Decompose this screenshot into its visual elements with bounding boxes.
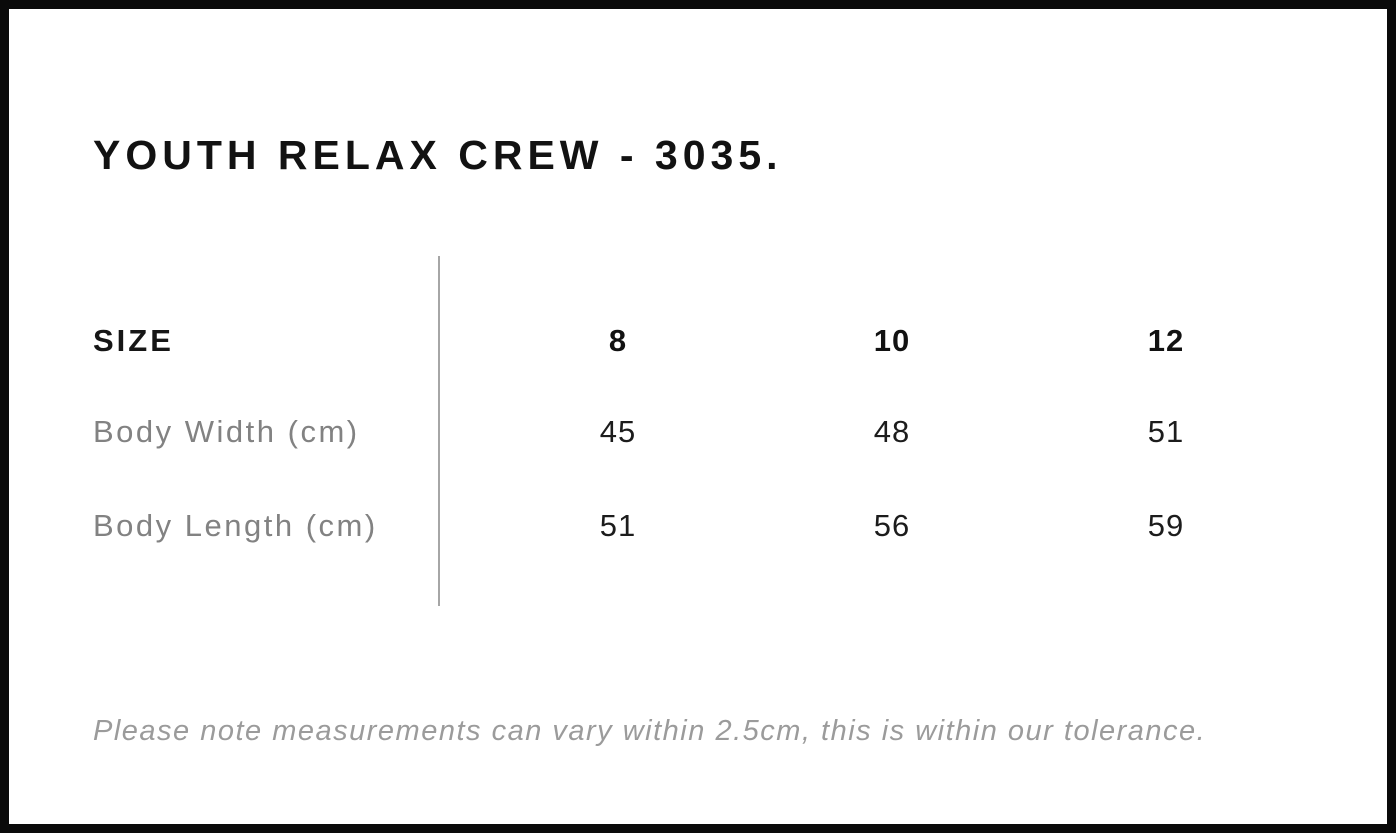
size-column-header-12: 12 [1147, 323, 1185, 358]
body-width-size-10-value: 48 [873, 414, 911, 449]
body-length-size-8-value: 51 [599, 508, 637, 543]
size-header-label: SIZE [93, 323, 174, 358]
size-chart-header-row: SIZE 8 10 12 [93, 322, 1303, 359]
table-row-body-length: Body Length (cm) 51 56 59 [93, 507, 1303, 544]
column-divider [438, 256, 440, 606]
body-width-size-12-value: 51 [1147, 414, 1185, 449]
body-width-size-8-value: 45 [599, 414, 637, 449]
tolerance-note: Please note measurements can vary within… [93, 715, 1207, 747]
page-title: YOUTH RELAX CREW - 3035. [93, 132, 783, 179]
row-label-body-width: Body Width (cm) [93, 414, 360, 449]
body-length-size-12-value: 59 [1147, 508, 1185, 543]
table-row-body-width: Body Width (cm) 45 48 51 [93, 413, 1303, 450]
body-length-size-10-value: 56 [873, 508, 911, 543]
size-column-header-8: 8 [608, 323, 628, 358]
row-label-body-length: Body Length (cm) [93, 508, 378, 543]
size-column-header-10: 10 [873, 323, 911, 358]
